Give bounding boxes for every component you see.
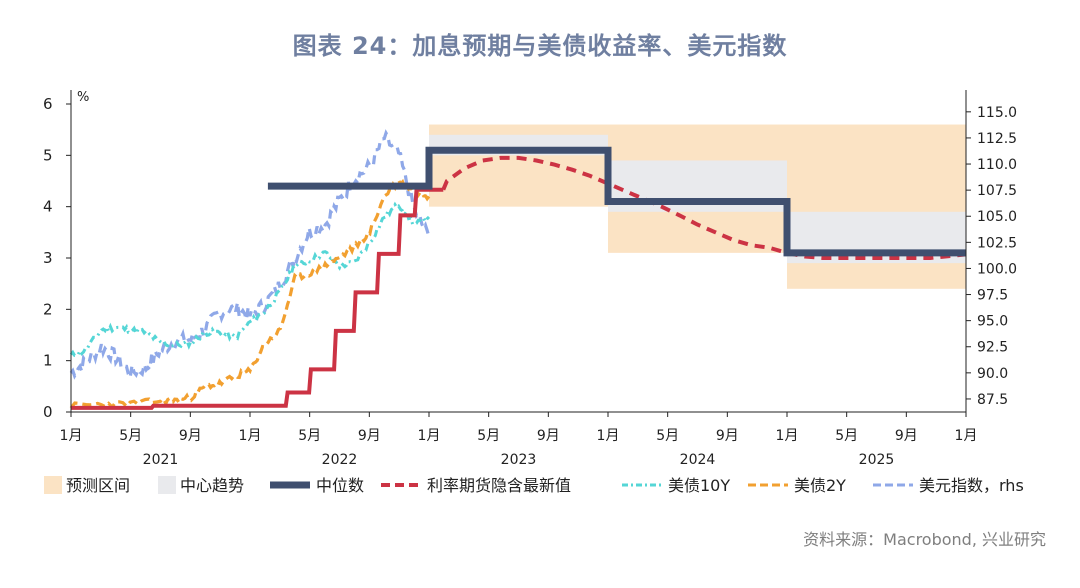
x-year-label-1: 2022 (322, 452, 358, 468)
x-year-label-2: 2023 (501, 452, 537, 468)
legend-label-4: 美债10Y (668, 476, 730, 495)
y-left-tick-label-3: 3 (43, 249, 53, 267)
x-tick-label-13: 5月 (835, 428, 858, 444)
x-tick-label-15: 1月 (955, 428, 978, 444)
x-tick-label-8: 9月 (537, 428, 560, 444)
legend-label-3: 利率期货隐含最新值 (427, 476, 571, 495)
y-right-tick-label-2: 92.5 (977, 340, 1008, 356)
legend-label-6: 美元指数，rhs (919, 476, 1024, 495)
legend-label-5: 美债2Y (794, 476, 846, 495)
y-right-tick-label-8: 107.5 (977, 183, 1017, 199)
x-tick-label-12: 1月 (776, 428, 799, 444)
y-right-tick-label-0: 87.5 (977, 392, 1008, 408)
y-right-tick-label-11: 115.0 (977, 105, 1017, 121)
y-right-tick-label-1: 90.0 (977, 366, 1008, 382)
ust2y-line (69, 176, 431, 410)
futures-implied-step-line (71, 187, 444, 410)
x-year-label-3: 2024 (680, 452, 716, 468)
chart-title: 图表 24：加息预期与美债收益率、美元指数 (292, 32, 788, 60)
y-left-tick-label-5: 5 (43, 146, 53, 164)
y-right-tick-label-7: 105.0 (977, 209, 1017, 225)
source-note: 资料来源：Macrobond, 兴业研究 (803, 530, 1046, 549)
y-left-tick-label-1: 1 (43, 352, 53, 370)
x-tick-label-5: 9月 (358, 428, 381, 444)
x-tick-label-7: 5月 (477, 428, 500, 444)
dxy-line (69, 129, 431, 383)
x-tick-label-10: 5月 (656, 428, 679, 444)
y-right-tick-label-6: 102.5 (977, 235, 1017, 251)
x-tick-label-14: 9月 (895, 428, 918, 444)
legend: 预测区间 中心趋势 中位数 利率期货隐含最新值 美债10Y 美债2Y 美元指数，rhs (44, 476, 1024, 495)
ust10y-line (69, 201, 431, 358)
legend-label-1: 中心趋势 (180, 476, 244, 495)
y-right-tick-label-4: 97.5 (977, 288, 1008, 304)
y-left-tick-label-0: 0 (43, 403, 53, 421)
median-line (267, 146, 966, 257)
legend-swatch-0 (44, 476, 62, 494)
y-right-tick-label-3: 95.0 (977, 314, 1008, 330)
y-right-tick-label-10: 112.5 (977, 131, 1017, 147)
y-left-tick-label-2: 2 (43, 300, 53, 318)
forecast-range-band-2 (787, 124, 966, 289)
legend-label-0: 预测区间 (66, 476, 130, 495)
y-right-tick-label-9: 110.0 (977, 157, 1017, 173)
legend-label-2: 中位数 (316, 476, 364, 495)
x-tick-label-11: 9月 (716, 428, 739, 444)
x-tick-label-9: 1月 (597, 428, 620, 444)
x-tick-label-1: 5月 (119, 428, 142, 444)
y-right-tick-label-5: 100.0 (977, 261, 1017, 277)
x-tick-label-0: 1月 (60, 428, 83, 444)
y-left-tick-label-4: 4 (43, 198, 53, 216)
x-tick-label-2: 9月 (179, 428, 202, 444)
y-left-unit: % (77, 90, 89, 105)
x-tick-label-4: 5月 (298, 428, 321, 444)
x-tick-label-6: 1月 (418, 428, 441, 444)
y-left-tick-label-6: 6 (43, 95, 53, 113)
x-tick-label-3: 1月 (239, 428, 262, 444)
axes: 0 1 2 3 4 5 6 % 87.5 90.0 92.5 95.0 97.5 100.0 102.5 10… (43, 90, 1017, 468)
x-year-label-0: 2021 (143, 452, 179, 468)
series-lines (69, 129, 967, 410)
x-year-label-4: 2025 (859, 452, 895, 468)
legend-swatch-1 (158, 476, 176, 494)
